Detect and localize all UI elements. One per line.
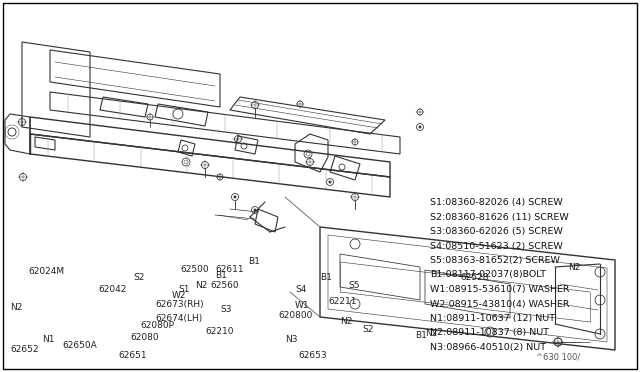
Text: 62042: 62042 <box>98 285 126 295</box>
Text: B1: B1 <box>320 273 332 282</box>
Text: N1: N1 <box>42 336 54 344</box>
Text: 62650A: 62650A <box>62 341 97 350</box>
Text: N1:08911-10637 (12) NUT: N1:08911-10637 (12) NUT <box>430 314 555 323</box>
Text: N2: N2 <box>10 304 22 312</box>
Text: S2:08360-81626 (11) SCREW: S2:08360-81626 (11) SCREW <box>430 212 569 221</box>
Text: 62528: 62528 <box>460 273 488 282</box>
Text: S3:08360-62026 (5) SCREW: S3:08360-62026 (5) SCREW <box>430 227 563 236</box>
Text: 62024M: 62024M <box>28 267 64 276</box>
Text: N2: N2 <box>425 328 437 337</box>
Text: B1: B1 <box>215 270 227 279</box>
Text: S1:08360-82026 (4) SCREW: S1:08360-82026 (4) SCREW <box>430 198 563 207</box>
Text: S3: S3 <box>220 305 232 314</box>
Text: 62651: 62651 <box>118 350 147 359</box>
Text: S2: S2 <box>362 326 373 334</box>
Circle shape <box>419 126 421 128</box>
Text: S5:08363-81652(2) SCREW: S5:08363-81652(2) SCREW <box>430 256 560 265</box>
Circle shape <box>254 209 256 211</box>
Circle shape <box>329 181 332 183</box>
Text: 62674(LH): 62674(LH) <box>155 314 202 323</box>
Text: 62673(RH): 62673(RH) <box>155 299 204 308</box>
Text: W1:08915-53610(7) WASHER: W1:08915-53610(7) WASHER <box>430 285 570 294</box>
Text: 62653: 62653 <box>298 352 326 360</box>
Text: N3:08966-40510(2) NUT: N3:08966-40510(2) NUT <box>430 343 546 352</box>
Text: N2:08911-10837 (8) NUT: N2:08911-10837 (8) NUT <box>430 328 549 337</box>
Text: N2: N2 <box>568 263 580 273</box>
Text: S4: S4 <box>295 285 307 295</box>
Text: W2:08915-43810(4) WASHER: W2:08915-43810(4) WASHER <box>430 299 570 308</box>
Text: 62210: 62210 <box>205 327 234 337</box>
Text: 62211: 62211 <box>328 298 356 307</box>
Text: N2: N2 <box>195 280 207 289</box>
Text: B1:08117-02037(8)BOLT: B1:08117-02037(8)BOLT <box>430 270 546 279</box>
Text: B1: B1 <box>248 257 260 266</box>
Text: B1: B1 <box>415 330 427 340</box>
Text: 62080P: 62080P <box>140 321 174 330</box>
Text: 62500: 62500 <box>180 266 209 275</box>
Text: 620800: 620800 <box>278 311 312 320</box>
Text: N2: N2 <box>340 317 353 327</box>
Text: W2: W2 <box>172 291 186 299</box>
Text: W1: W1 <box>295 301 310 310</box>
Text: S5: S5 <box>348 280 360 289</box>
Text: 62652: 62652 <box>10 346 38 355</box>
Text: 62080: 62080 <box>130 334 159 343</box>
Text: 62560: 62560 <box>210 280 239 289</box>
Text: S1: S1 <box>178 285 189 295</box>
Text: S4:08510-51623 (2) SCREW: S4:08510-51623 (2) SCREW <box>430 241 563 250</box>
Text: ^630 100/: ^630 100/ <box>536 353 580 362</box>
Text: 62611: 62611 <box>215 266 244 275</box>
Text: N3: N3 <box>285 336 298 344</box>
Text: S2: S2 <box>133 273 145 282</box>
Circle shape <box>234 196 236 198</box>
